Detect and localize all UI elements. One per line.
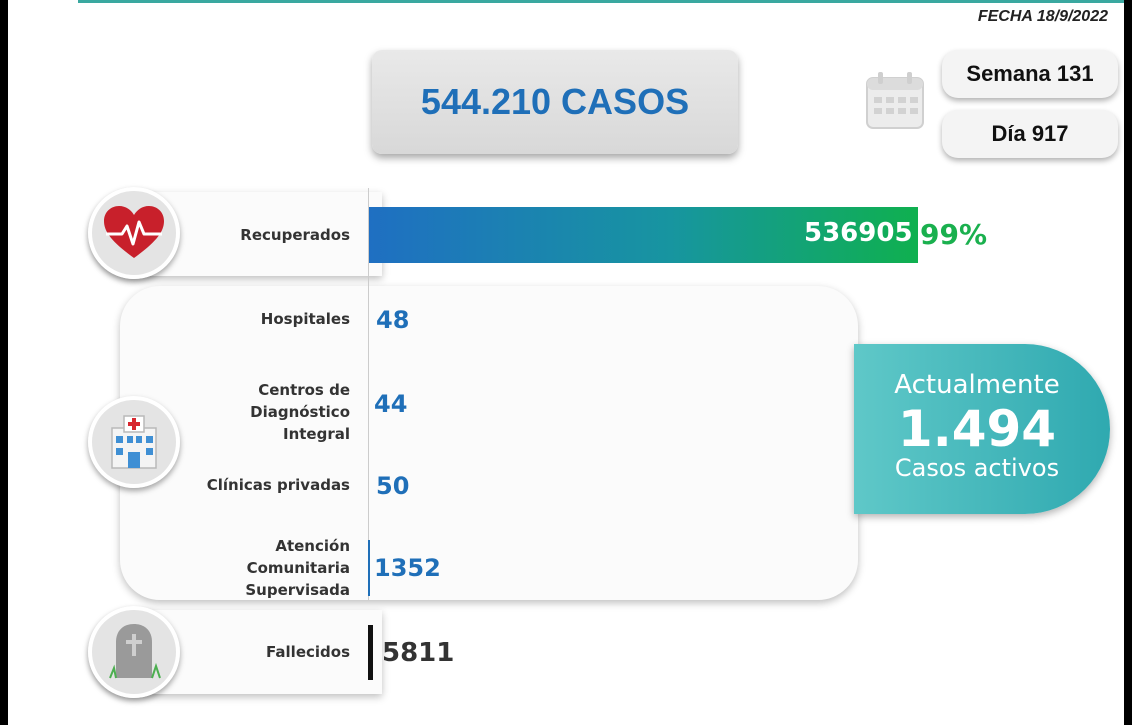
active-cases-box: Actualmente 1.494 Casos activos — [854, 344, 1110, 514]
facility-label-cdi: Centros de Diagnóstico Integral — [158, 379, 350, 445]
hospital-circle — [88, 396, 180, 488]
tombstone-icon — [109, 624, 161, 679]
facility-value-private-clinics: 50 — [376, 472, 410, 500]
active-cases-line1: Actualmente — [894, 370, 1060, 400]
recovered-label: Recuperados — [240, 226, 350, 244]
hospital-icon — [111, 415, 157, 469]
day-badge: Día 917 — [942, 110, 1118, 158]
deaths-circle — [88, 606, 180, 698]
total-cases-box: 544.210 CASOS — [372, 50, 738, 154]
facility-label-cdi-text: Centros de Diagnóstico Integral — [250, 381, 350, 443]
facility-label-private-clinics: Clínicas privadas — [206, 476, 350, 494]
axis-line — [368, 188, 369, 600]
recovered-circle — [88, 187, 180, 279]
facility-label-community-care-text: Atención Comunitaria Supervisada — [245, 537, 350, 599]
deaths-bar — [368, 625, 373, 680]
recovered-bar — [368, 207, 918, 263]
calendar-icon — [866, 72, 924, 129]
deaths-value: 5811 — [382, 638, 455, 668]
recovered-value: 536905 — [804, 218, 913, 248]
community-care-tick — [368, 540, 370, 596]
week-badge: Semana 131 — [942, 50, 1118, 98]
facilities-panel — [120, 286, 858, 600]
deaths-label: Fallecidos — [266, 643, 350, 661]
heart-pulse-icon — [104, 206, 164, 258]
report-page: FECHA 18/9/2022 544.210 CASOS Semana 131… — [8, 0, 1124, 725]
facility-label-hospitals: Hospitales — [260, 310, 350, 328]
facility-value-hospitals: 48 — [376, 306, 410, 334]
active-cases-line3: Casos activos — [894, 454, 1060, 482]
facility-value-community-care: 1352 — [374, 554, 441, 582]
facility-value-cdi: 44 — [374, 390, 408, 418]
top-accent-line — [78, 0, 1124, 3]
recovered-percent: 99% — [920, 218, 988, 251]
active-cases-value: 1.494 — [897, 400, 1057, 458]
facility-label-community-care: Atención Comunitaria Supervisada — [190, 535, 350, 601]
report-date: FECHA 18/9/2022 — [977, 8, 1108, 25]
